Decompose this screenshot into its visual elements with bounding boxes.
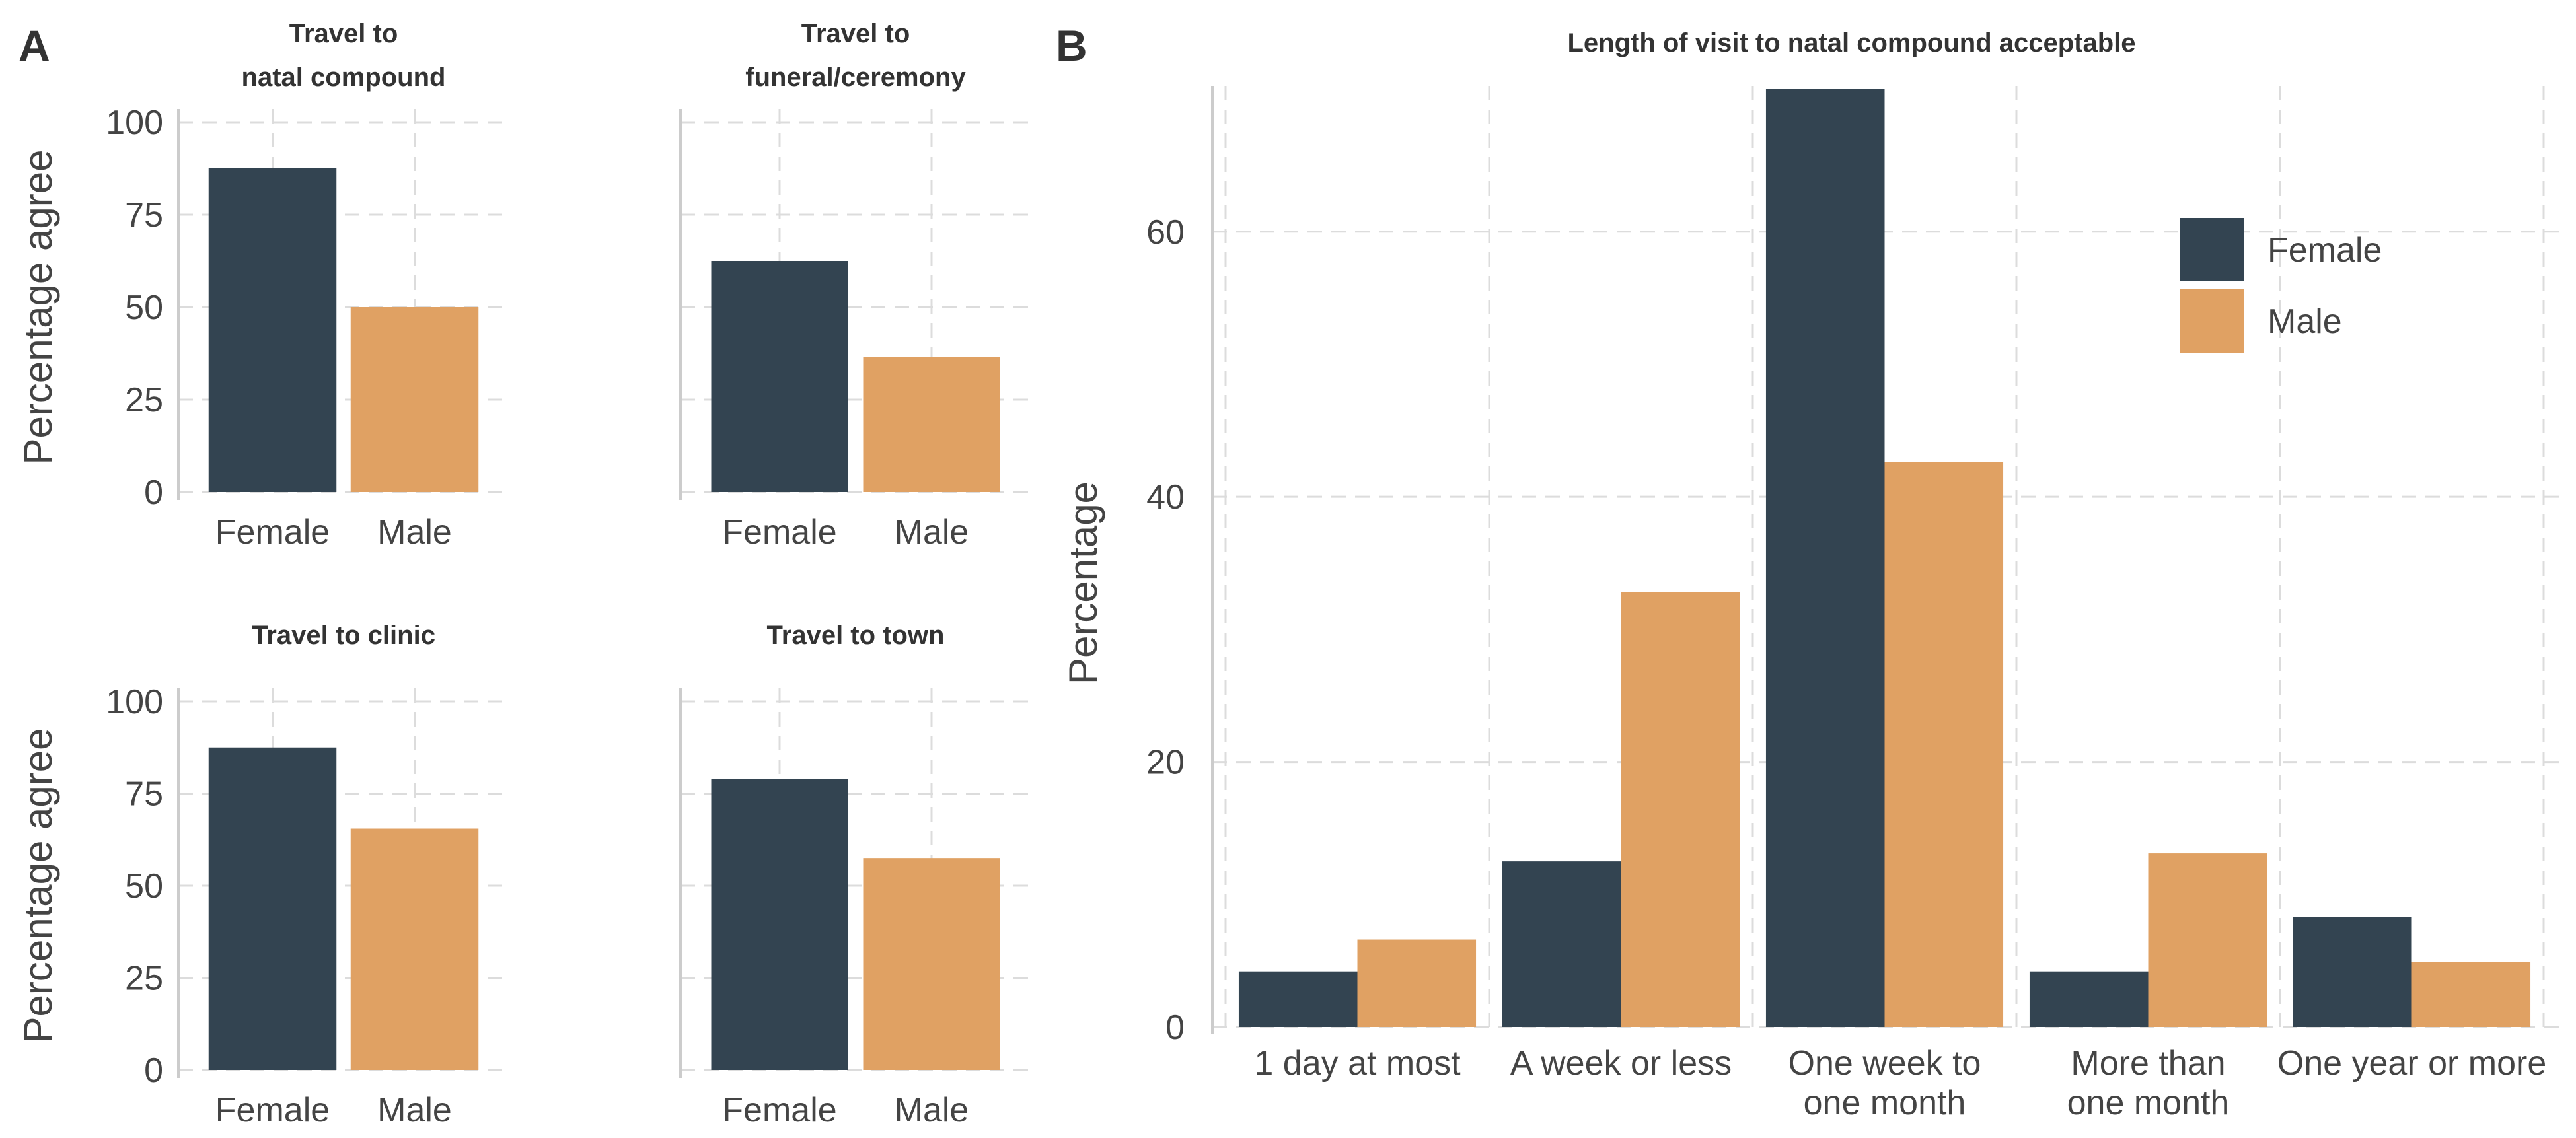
facet-title: funeral/ceremony	[745, 63, 966, 92]
bar-female	[711, 779, 848, 1070]
y-tick-label: 40	[1146, 478, 1185, 516]
bar-male-more-than-one-month	[2148, 853, 2267, 1027]
bar-female	[711, 261, 848, 492]
bar-female-a-week-or-less	[1502, 861, 1621, 1027]
x-tick-label: Male	[895, 513, 969, 551]
y-tick-label: 0	[144, 1051, 163, 1090]
x-tick-label: one month	[1804, 1084, 1966, 1122]
panel-b-chart: Length of visit to natal compound accept…	[1061, 28, 2563, 1122]
legend-label-female: Female	[2267, 231, 2382, 269]
y-axis-title: Percentage agree	[16, 149, 60, 464]
y-tick-label: 75	[125, 775, 163, 814]
panel-a-facets: Travel to natal compound 0 25 50 75 100 Female M…	[16, 19, 1031, 1129]
legend-label-male: Male	[2267, 302, 2342, 341]
y-tick-label: 20	[1146, 744, 1185, 782]
facet-title: Travel to clinic	[252, 621, 435, 650]
y-tick-label: 50	[125, 289, 163, 327]
bar-male	[863, 858, 1000, 1070]
x-tick-label: A week or less	[1510, 1044, 1732, 1083]
bar-male-one-week-to-one-month	[1884, 462, 2004, 1027]
x-tick-label: Female	[722, 513, 836, 551]
facet-title: Travel to	[289, 19, 398, 48]
y-tick-label: 25	[125, 960, 163, 998]
x-tick-label: Female	[215, 513, 330, 551]
legend-swatch-female	[2180, 218, 2244, 281]
y-axis-title: Percentage	[1061, 481, 1105, 684]
bar-female	[208, 168, 337, 492]
facet-title: Travel to town	[767, 621, 945, 650]
x-tick-label: Female	[722, 1091, 836, 1129]
bar-male-1-day-at-most	[1357, 939, 1477, 1027]
y-tick-label: 50	[125, 867, 163, 906]
x-tick-label: 1 day at most	[1254, 1044, 1461, 1083]
y-tick-label: 75	[125, 196, 163, 234]
x-tick-label: one month	[2067, 1084, 2230, 1122]
facet-title: Travel to	[801, 19, 910, 48]
x-tick-label: More than	[2071, 1044, 2225, 1083]
x-tick-label: Male	[895, 1091, 969, 1129]
bar-male	[350, 307, 479, 492]
y-axis-title: Percentage agree	[16, 728, 60, 1043]
y-tick-label: 0	[144, 474, 163, 512]
facet-travel-to-town: Travel to town Female Male	[679, 621, 1031, 1129]
legend: Female Male	[2180, 218, 2382, 353]
x-tick-label: One year or more	[2277, 1044, 2547, 1083]
bar-male-one-year-or-more	[2411, 962, 2531, 1027]
facet-title: natal compound	[242, 63, 446, 92]
bar-male	[350, 828, 479, 1070]
x-tick-label: One week to	[1788, 1044, 1981, 1083]
bar-female	[208, 747, 337, 1070]
x-tick-label: Male	[377, 1091, 452, 1129]
facet-travel-to-clinic: Travel to clinic 0 25 50 75 100 Female Male Perc…	[16, 621, 509, 1129]
y-tick-label: 100	[106, 683, 163, 721]
bar-female-1-day-at-most	[1238, 971, 1358, 1027]
facet-travel-to-funeral-ceremony: Travel to funeral/ceremony Female Male	[679, 19, 1031, 551]
panel-label-b: B	[1056, 21, 1087, 70]
chart-title: Length of visit to natal compound accept…	[1567, 28, 2135, 57]
panel-label-a: A	[18, 21, 50, 70]
x-tick-label: Male	[377, 513, 452, 551]
y-tick-label: 0	[1165, 1009, 1185, 1047]
y-tick-label: 60	[1146, 213, 1185, 252]
legend-swatch-male	[2180, 289, 2244, 353]
bar-male-a-week-or-less	[1621, 592, 1740, 1027]
y-tick-label: 100	[106, 104, 163, 142]
bar-female-one-year-or-more	[2293, 917, 2412, 1027]
bar-female-more-than-one-month	[2029, 971, 2149, 1027]
x-tick-label: Female	[215, 1091, 330, 1129]
bar-female-one-week-to-one-month	[1765, 89, 1885, 1028]
y-tick-label: 25	[125, 381, 163, 419]
bar-male	[863, 357, 1000, 492]
facet-travel-to-natal-compound: Travel to natal compound 0 25 50 75 100 Female M…	[16, 19, 509, 551]
